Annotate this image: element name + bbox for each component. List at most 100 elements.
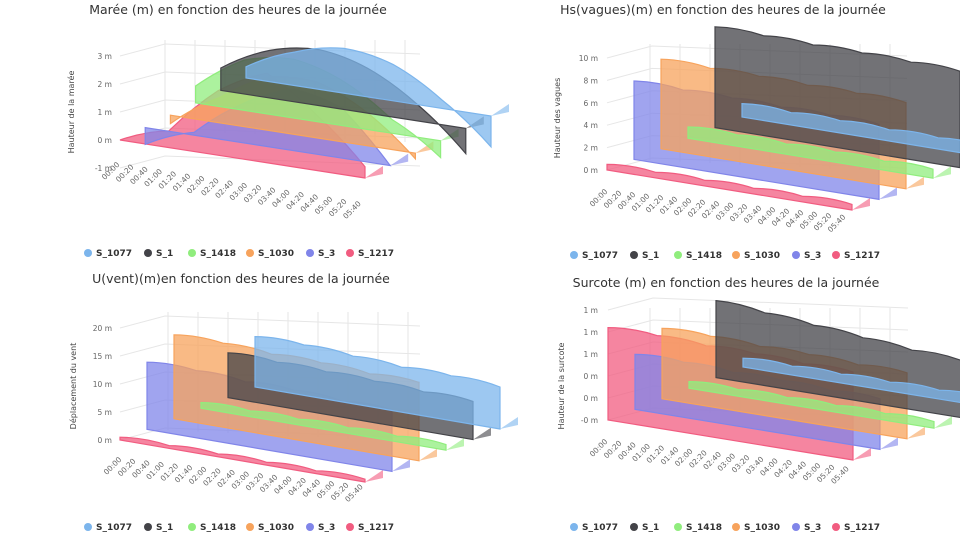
legend-item-s-1217[interactable]: S_1217 (346, 249, 394, 259)
legend-label: S_3 (804, 251, 821, 261)
legend-item-s-3[interactable]: S_3 (306, 249, 335, 259)
series-area-s-1077[interactable] (245, 47, 492, 149)
series-depth-edge (365, 166, 383, 178)
legend-marker-icon (674, 523, 682, 531)
legend-marker-icon (84, 249, 92, 257)
y-axis-label: Déplacement du vent (68, 343, 78, 430)
legend-label: S_1 (156, 523, 173, 533)
y-tick-label: 1 m (584, 306, 598, 315)
series-depth-edge (500, 417, 518, 429)
series-area-s-1217[interactable] (119, 436, 366, 483)
y-tick-label: 15 m (93, 352, 112, 361)
legend-marker-icon (188, 249, 196, 257)
y-axis-label: Hauteur de la surcote (557, 342, 566, 429)
series-depth-edge (906, 176, 924, 189)
series-area-s-1418[interactable] (687, 126, 934, 179)
series-depth-edge (853, 448, 871, 460)
series-depth-edge (879, 187, 897, 200)
legend-item-s-1217[interactable]: S_1217 (832, 523, 880, 533)
series-area-s-1077[interactable] (741, 102, 960, 157)
legend-marker-icon (306, 249, 314, 257)
legend-marker-icon (144, 523, 152, 531)
legend-label: S_1077 (582, 251, 618, 261)
legend-label: S_1418 (686, 523, 722, 533)
series-depth-edge (392, 459, 410, 472)
legend-item-s-1217[interactable]: S_1217 (832, 251, 880, 261)
legend-label: S_1030 (744, 523, 780, 533)
legend-marker-icon (246, 249, 254, 257)
legend-label: S_1030 (744, 251, 780, 261)
legend-item-s-1077[interactable]: S_1077 (84, 249, 132, 259)
legend-item-s-1418[interactable]: S_1418 (674, 251, 722, 261)
legend-item-s-1077[interactable]: S_1077 (84, 523, 132, 533)
legend-item-s-1077[interactable]: S_1077 (570, 251, 618, 261)
legend: S_1077 S_1 S_1418 S_1030 S_3 S_1217 (570, 251, 880, 261)
legend-item-s-1418[interactable]: S_1418 (674, 523, 722, 533)
y-tick-label: 3 m (98, 52, 112, 61)
legend-label: S_3 (318, 249, 335, 259)
chart-panel: Surcote (m) en fonction des heures de la… (557, 275, 960, 533)
series-depth-edge (491, 104, 509, 116)
legend-item-s-3[interactable]: S_3 (792, 523, 821, 533)
series-area-s-1418[interactable] (200, 401, 447, 451)
legend-label: S_1217 (358, 523, 394, 533)
y-tick-label: 0 m (584, 394, 598, 403)
legend-item-s-1030[interactable]: S_1030 (246, 249, 294, 259)
legend-marker-icon (832, 251, 840, 259)
legend-item-s-1077[interactable]: S_1077 (570, 523, 618, 533)
y-axis-label: Hauteur des vagues (553, 78, 562, 159)
legend-item-s-1[interactable]: S_1 (630, 523, 659, 533)
legend-item-s-3[interactable]: S_3 (306, 523, 335, 533)
legend-item-s-1[interactable]: S_1 (630, 251, 659, 261)
y-tick-label: 5 m (98, 408, 112, 417)
legend-label: S_1077 (96, 523, 132, 533)
y-tick-label: 20 m (93, 324, 112, 333)
series-area-s-1418[interactable] (688, 380, 935, 429)
legend-marker-icon (306, 523, 314, 531)
legend-item-s-3[interactable]: S_3 (792, 251, 821, 261)
series-area-s-1077[interactable] (254, 335, 501, 430)
series-depth-edge (390, 153, 409, 166)
series-depth-edge (880, 437, 898, 450)
y-tick-label: 10 m (579, 54, 598, 63)
legend-marker-icon (246, 523, 254, 531)
legend-item-s-1030[interactable]: S_1030 (246, 523, 294, 533)
series-area-s-1077[interactable] (742, 357, 960, 407)
y-tick-label: 0 m (98, 436, 112, 445)
legend-label: S_3 (318, 523, 335, 533)
chart-title: Marée (m) en fonction des heures de la j… (89, 2, 387, 17)
chart-panel: Hs(vagues)(m) en fonction des heures de … (553, 2, 960, 261)
legend-marker-icon (570, 523, 578, 531)
series-depth-edge (852, 198, 870, 210)
chart-title: U(vent)(m)en fonction des heures de la j… (92, 271, 390, 286)
y-tick-label: 0 m (584, 166, 598, 175)
y-tick-label: 1 m (584, 350, 598, 359)
legend-item-s-1418[interactable]: S_1418 (188, 523, 236, 533)
legend-item-s-1[interactable]: S_1 (144, 523, 173, 533)
legend-item-s-1217[interactable]: S_1217 (346, 523, 394, 533)
legend-marker-icon (792, 523, 800, 531)
legend-item-s-1030[interactable]: S_1030 (732, 523, 780, 533)
legend-item-s-1[interactable]: S_1 (144, 249, 173, 259)
legend: S_1077 S_1 S_1418 S_1030 S_3 S_1217 (84, 249, 394, 259)
y-tick-label: 4 m (584, 121, 598, 130)
legend-label: S_1 (156, 249, 173, 259)
legend-label: S_1030 (258, 523, 294, 533)
legend-label: S_1418 (200, 523, 236, 533)
legend-marker-icon (346, 249, 354, 257)
y-tick-label: 2 m (584, 144, 598, 153)
legend-marker-icon (346, 523, 354, 531)
legend-item-s-1030[interactable]: S_1030 (732, 251, 780, 261)
series-area-s-1217[interactable] (606, 163, 853, 211)
y-tick-label: 10 m (93, 380, 112, 389)
chart-title: Hs(vagues)(m) en fonction des heures de … (560, 2, 886, 17)
gridline (119, 315, 421, 329)
legend-label: S_1418 (686, 251, 722, 261)
y-tick-label: 0 m (98, 136, 112, 145)
y-tick-label: 8 m (584, 76, 598, 85)
legend-marker-icon (732, 251, 740, 259)
series-depth-edge (419, 448, 437, 461)
series-depth-edge (365, 470, 383, 482)
legend-item-s-1418[interactable]: S_1418 (188, 249, 236, 259)
